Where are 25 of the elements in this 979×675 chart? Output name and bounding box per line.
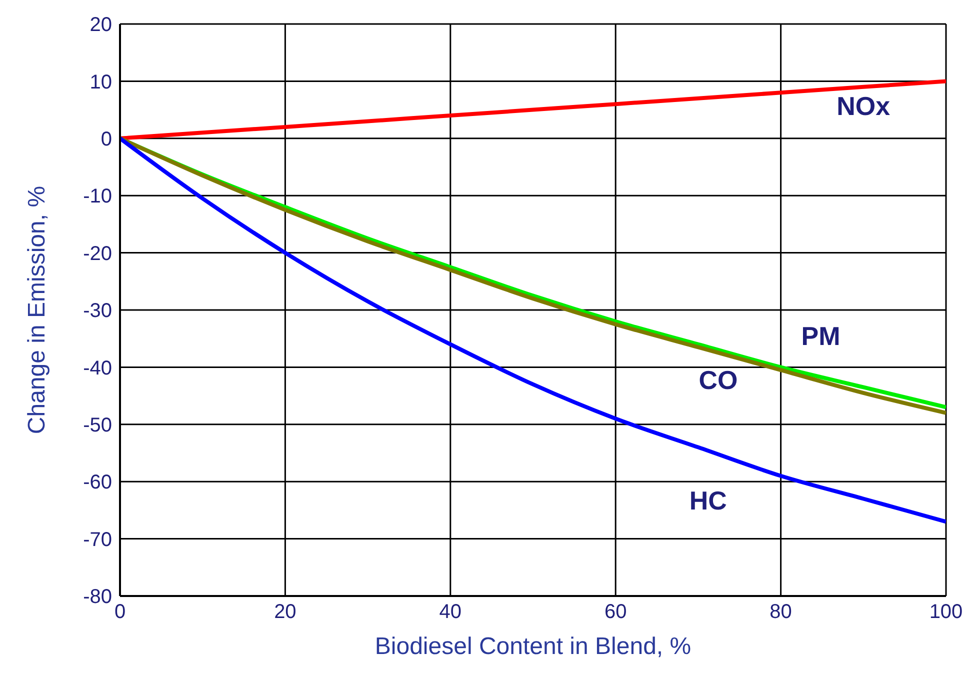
y-tick-label: -10 [83, 186, 112, 208]
x-tick-label: 80 [770, 601, 792, 624]
line-series [120, 79, 946, 140]
y-tick-label: 10 [90, 71, 112, 94]
y-tick-label: -70 [83, 528, 112, 551]
y-tick-label: -20 [83, 242, 112, 265]
x-tick-label: 40 [439, 601, 462, 624]
y-tick-label: -50 [83, 414, 112, 436]
y-tick-label: -80 [83, 586, 112, 608]
x-tick-label: 20 [274, 601, 296, 624]
x-tick-label: 60 [604, 601, 627, 624]
x-axis-title: Biodiesel Content in Blend, % [374, 633, 692, 660]
series-label: CO [698, 365, 738, 396]
y-tick-label: -60 [83, 472, 112, 494]
line-series [120, 136, 946, 524]
y-tick-label: 0 [100, 128, 112, 150]
y-tick-label: -40 [83, 357, 112, 380]
y-tick-label: 20 [90, 14, 112, 36]
series-label: PM [801, 321, 840, 352]
y-axis-title: Change in Emission, % [24, 186, 51, 434]
x-tick-label: 100 [929, 601, 963, 624]
x-tick-label: 0 [114, 601, 126, 624]
series-label: NOx [836, 90, 891, 121]
series-label: HC [689, 485, 728, 516]
y-tick-label: -30 [83, 300, 112, 322]
